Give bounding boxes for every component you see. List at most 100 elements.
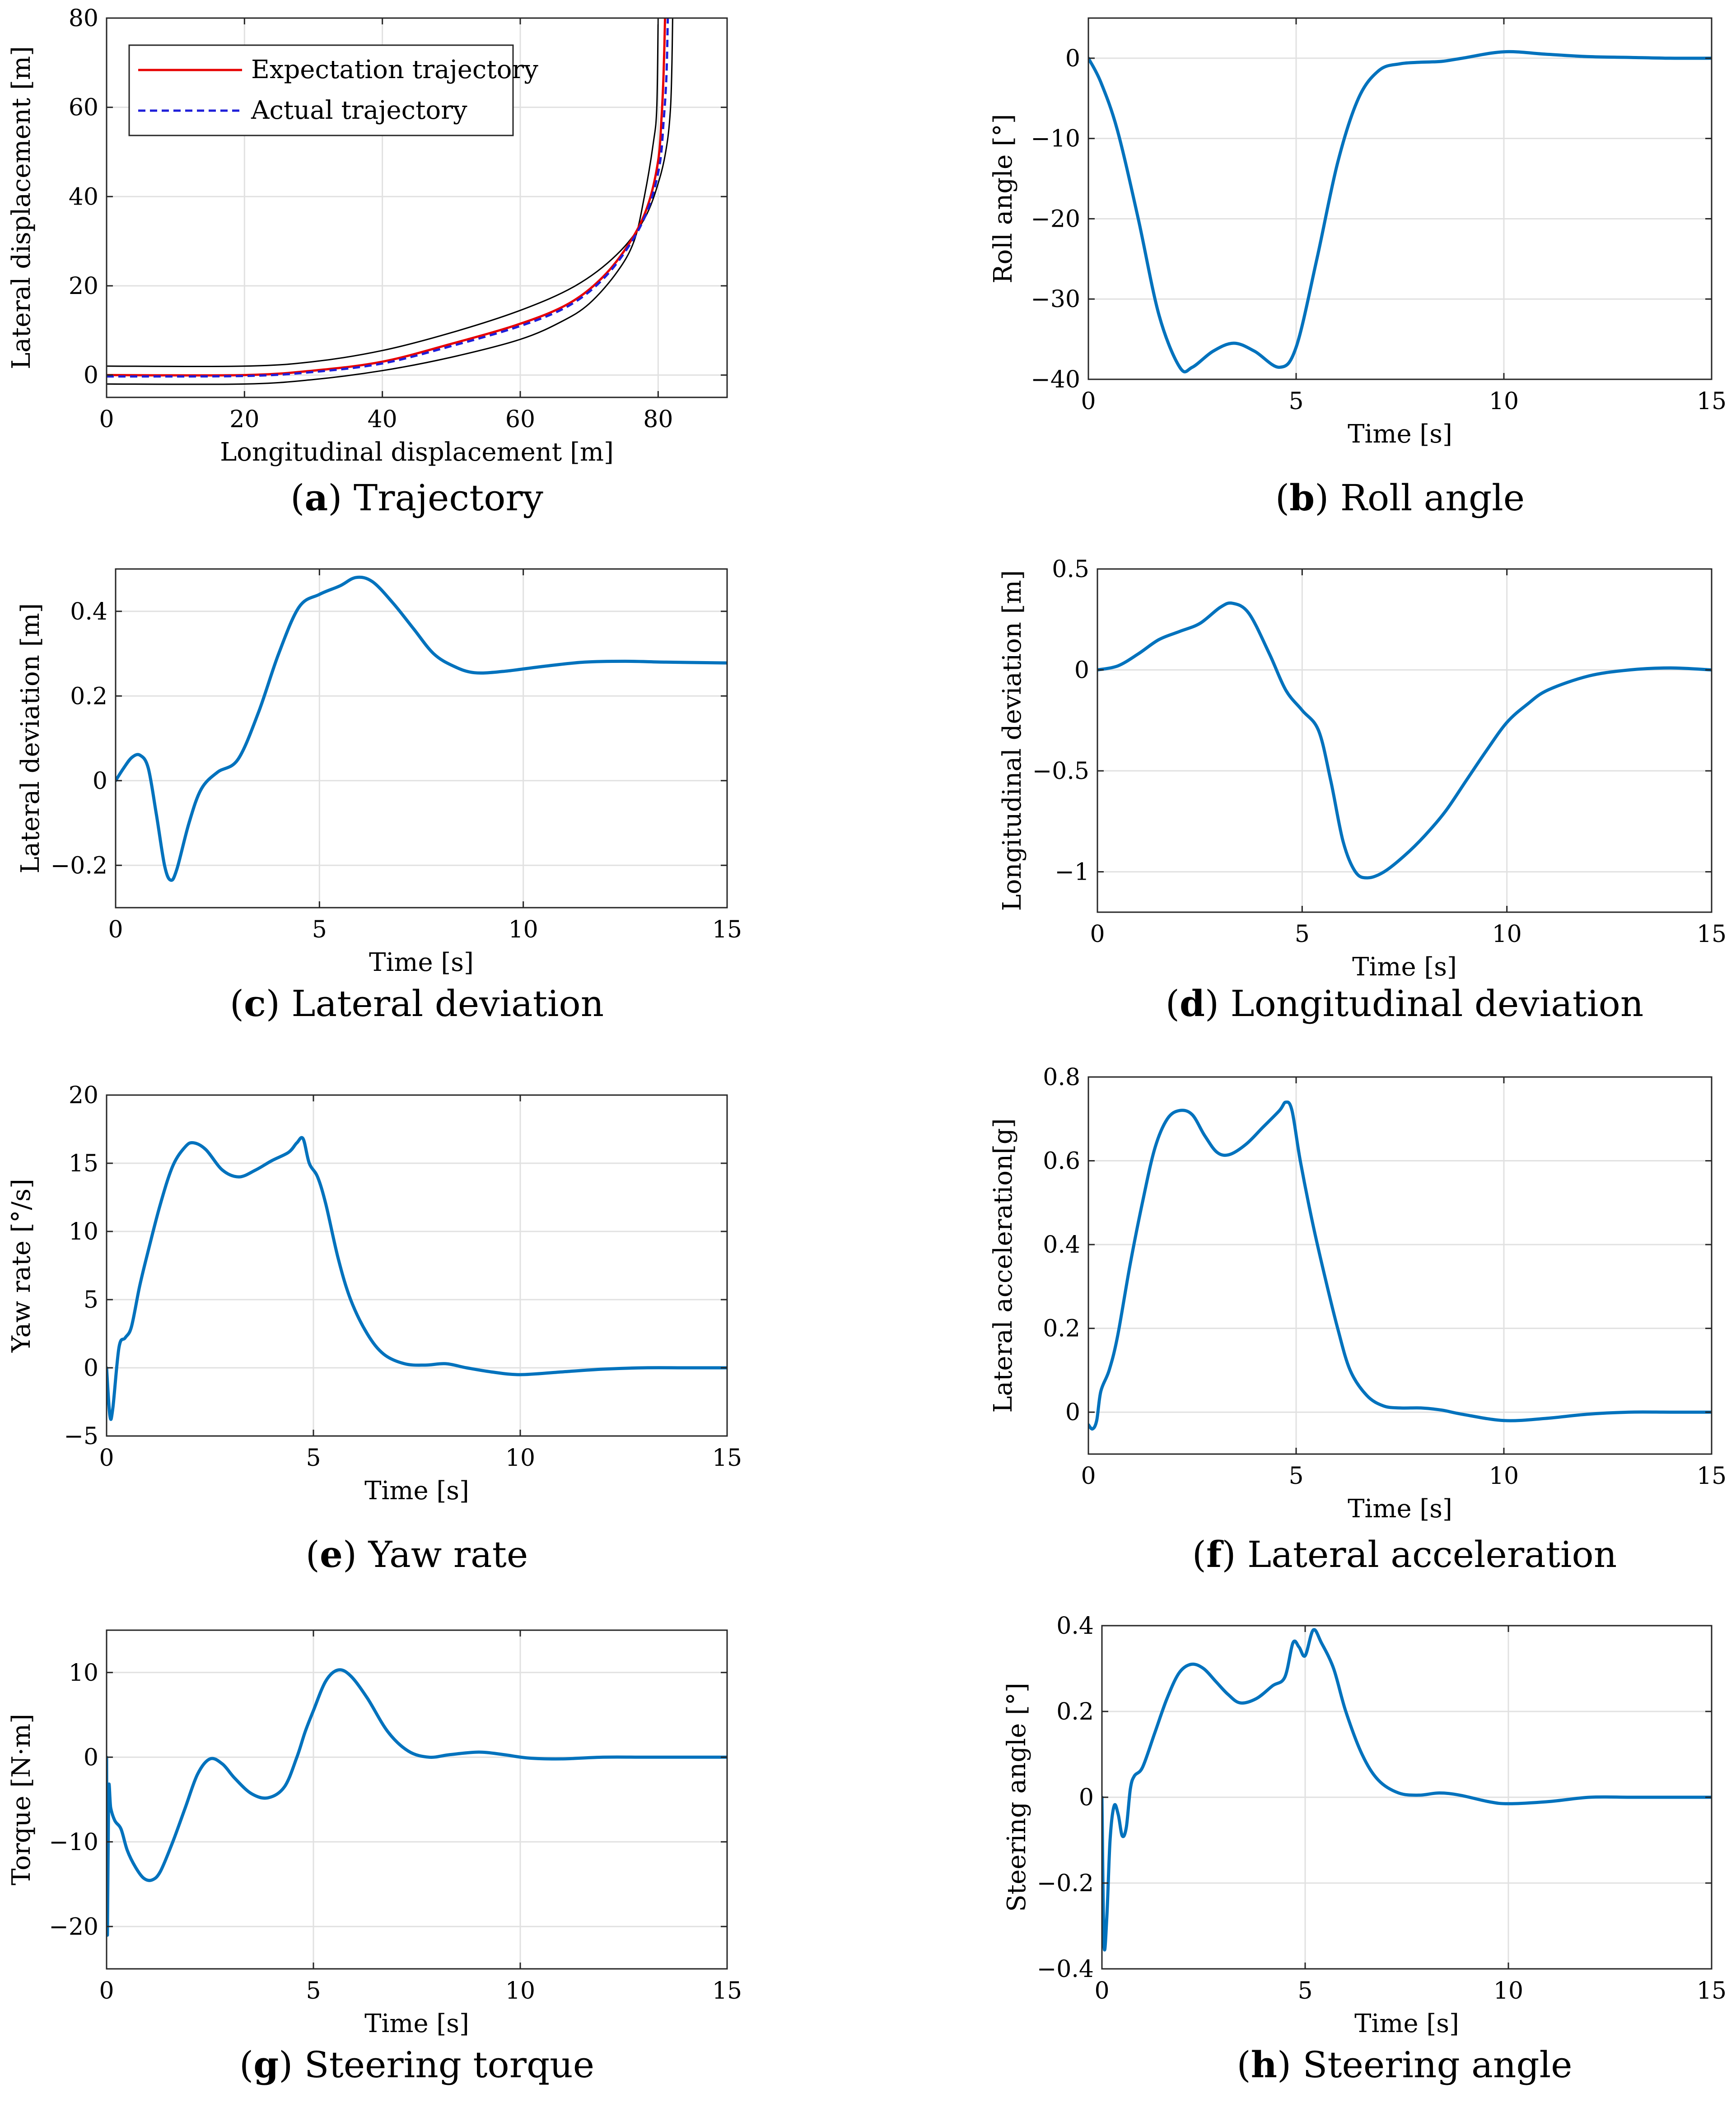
ytick-label-e-3: 10 <box>69 1218 98 1245</box>
xtick-label-d-0: 0 <box>1090 921 1105 948</box>
legend-a: Expectation trajectory Actual trajectory <box>128 44 538 136</box>
xtick-label-b-1: 5 <box>1288 388 1303 415</box>
caption-text-e: ) Yaw rate <box>343 1534 528 1576</box>
caption-letter-c: c <box>244 982 266 1025</box>
ytick-label-a-4: 80 <box>69 5 98 32</box>
y-axis-label-f: Lateral acceleration[g] <box>989 1118 1018 1413</box>
caption-a: (a) Trajectory <box>290 476 543 519</box>
ytick-label-d-2: 0 <box>1074 657 1089 684</box>
ytick-label-g-0: −20 <box>49 1913 98 1940</box>
y-axis-label-a: Lateral displacement [m] <box>7 46 36 369</box>
xtick-label-d-3: 15 <box>1697 921 1727 948</box>
xtick-label-g-2: 10 <box>505 1977 535 2005</box>
axes-frame-g <box>106 1629 728 1970</box>
xtick-label-d-2: 10 <box>1492 921 1522 948</box>
caption-e: (e) Yaw rate <box>306 1533 528 1576</box>
xtick-label-h-0: 0 <box>1094 1977 1109 2005</box>
caption-text-h: ) Steering angle <box>1277 2044 1573 2086</box>
xtick-label-d-1: 5 <box>1295 921 1310 948</box>
caption-letter-b: b <box>1289 476 1315 519</box>
ytick-label-b-1: −30 <box>1031 286 1080 313</box>
axes-frame-c <box>115 568 728 909</box>
xtick-label-g-3: 15 <box>712 1977 742 2005</box>
xtick-label-a-2: 40 <box>368 406 397 433</box>
panel-a: 0 20 40 60 80 0 20 40 60 80 Longitudinal displacem… <box>7 5 728 519</box>
ytick-label-e-1: 0 <box>84 1355 98 1382</box>
ytick-label-f-2: 0.4 <box>1043 1231 1080 1259</box>
caption-letter-f: f <box>1206 1533 1224 1576</box>
caption-f: (f) Lateral acceleration <box>1192 1533 1617 1576</box>
caption-g: (g) Steering torque <box>239 2043 594 2086</box>
ytick-label-b-0: −40 <box>1031 366 1080 393</box>
panel-b: 0 5 10 15 −40 −30 −20 −10 0 Time [s] Roll angle [°… <box>989 17 1727 519</box>
xtick-label-f-1: 5 <box>1288 1463 1303 1490</box>
ytick-label-d-1: −0.5 <box>1032 758 1089 785</box>
xtick-label-a-1: 20 <box>229 406 259 433</box>
ytick-label-b-3: −10 <box>1031 126 1080 153</box>
xtick-label-e-0: 0 <box>99 1445 114 1472</box>
legend-box-a <box>128 44 514 136</box>
ytick-label-h-1: −0.2 <box>1037 1870 1094 1897</box>
x-axis-label-g: Time [s] <box>364 2009 469 2038</box>
caption-text-a: ) Trajectory <box>328 477 543 519</box>
ytick-label-e-4: 15 <box>69 1150 98 1177</box>
ytick-label-a-2: 40 <box>69 183 98 210</box>
axes-frame-d <box>1097 568 1713 913</box>
ytick-label-a-1: 20 <box>69 273 98 300</box>
ytick-label-f-1: 0.2 <box>1043 1315 1080 1343</box>
xtick-label-h-2: 10 <box>1493 1977 1523 2005</box>
caption-d: (d) Longitudinal deviation <box>1166 982 1644 1025</box>
xtick-label-e-1: 5 <box>306 1445 321 1472</box>
y-axis-label-g: Torque [N·m] <box>7 1714 36 1885</box>
y-axis-label-b: Roll angle [°] <box>989 114 1018 283</box>
series-c-lateral-deviation <box>116 575 727 882</box>
ytick-label-e-2: 5 <box>84 1287 98 1314</box>
x-axis-label-e: Time [s] <box>364 1476 469 1506</box>
xtick-label-f-2: 10 <box>1489 1463 1519 1490</box>
ytick-label-h-2: 0 <box>1079 1784 1094 1811</box>
xtick-label-a-0: 0 <box>99 406 114 433</box>
y-axis-label-h: Steering angle [°] <box>1002 1683 1031 1912</box>
xtick-label-h-3: 15 <box>1697 1977 1727 2005</box>
ytick-label-g-3: 10 <box>69 1660 98 1687</box>
ytick-label-d-0: −1 <box>1055 859 1089 886</box>
xtick-label-e-3: 15 <box>712 1445 742 1472</box>
series-g-steering-torque <box>107 1668 727 1937</box>
ytick-label-c-0: −0.2 <box>51 852 107 879</box>
xtick-label-b-3: 15 <box>1697 388 1727 415</box>
y-axis-label-c: Lateral deviation [m] <box>16 603 45 874</box>
panel-d: 0 5 10 15 −1 −0.5 0 0.5 Time [s] Longitudinal dev… <box>998 556 1727 1025</box>
ytick-label-e-0: −5 <box>64 1423 98 1450</box>
ytick-label-d-3: 0.5 <box>1052 556 1089 583</box>
x-axis-label-a: Longitudinal displacement [m] <box>220 438 614 467</box>
xtick-label-c-0: 0 <box>108 916 123 943</box>
panel-f: 0 5 10 15 0 0.2 0.4 0.6 0.8 Time [s] Lateral accel… <box>989 1064 1727 1576</box>
series-a-road-inner-edge <box>107 18 673 368</box>
ytick-label-c-1: 0 <box>93 768 107 795</box>
caption-h: (h) Steering angle <box>1237 2043 1572 2086</box>
ytick-label-a-0: 0 <box>84 362 98 389</box>
xtick-label-c-1: 5 <box>312 916 327 943</box>
ytick-label-f-4: 0.8 <box>1043 1064 1080 1091</box>
y-axis-label-d: Longitudinal deviation [m] <box>998 570 1027 911</box>
series-d-longitudinal-deviation <box>1097 601 1712 880</box>
caption-c: (c) Lateral deviation <box>230 982 604 1025</box>
x-axis-label-f: Time [s] <box>1348 1494 1452 1524</box>
ytick-label-h-3: 0.2 <box>1056 1698 1094 1725</box>
caption-text-c: ) Lateral deviation <box>266 983 604 1025</box>
axes-frame-e <box>106 1094 728 1437</box>
caption-text-g: ) Steering torque <box>279 2044 594 2086</box>
xtick-label-a-4: 80 <box>643 406 673 433</box>
caption-text-f: ) Lateral acceleration <box>1222 1534 1617 1576</box>
xtick-label-e-2: 10 <box>505 1445 535 1472</box>
axes-frame-f <box>1087 1076 1713 1455</box>
xtick-label-f-3: 15 <box>1697 1463 1727 1490</box>
x-axis-label-d: Time [s] <box>1352 952 1457 982</box>
caption-letter-g: g <box>253 2043 279 2086</box>
ytick-label-c-3: 0.4 <box>70 598 107 625</box>
caption-b: (b) Roll angle <box>1275 476 1525 519</box>
panel-h: 0 5 10 15 −0.4 −0.2 0 0.2 0.4 Time [s] Steering an… <box>1002 1613 1727 2086</box>
series-e-yaw-rate <box>107 1136 727 1421</box>
